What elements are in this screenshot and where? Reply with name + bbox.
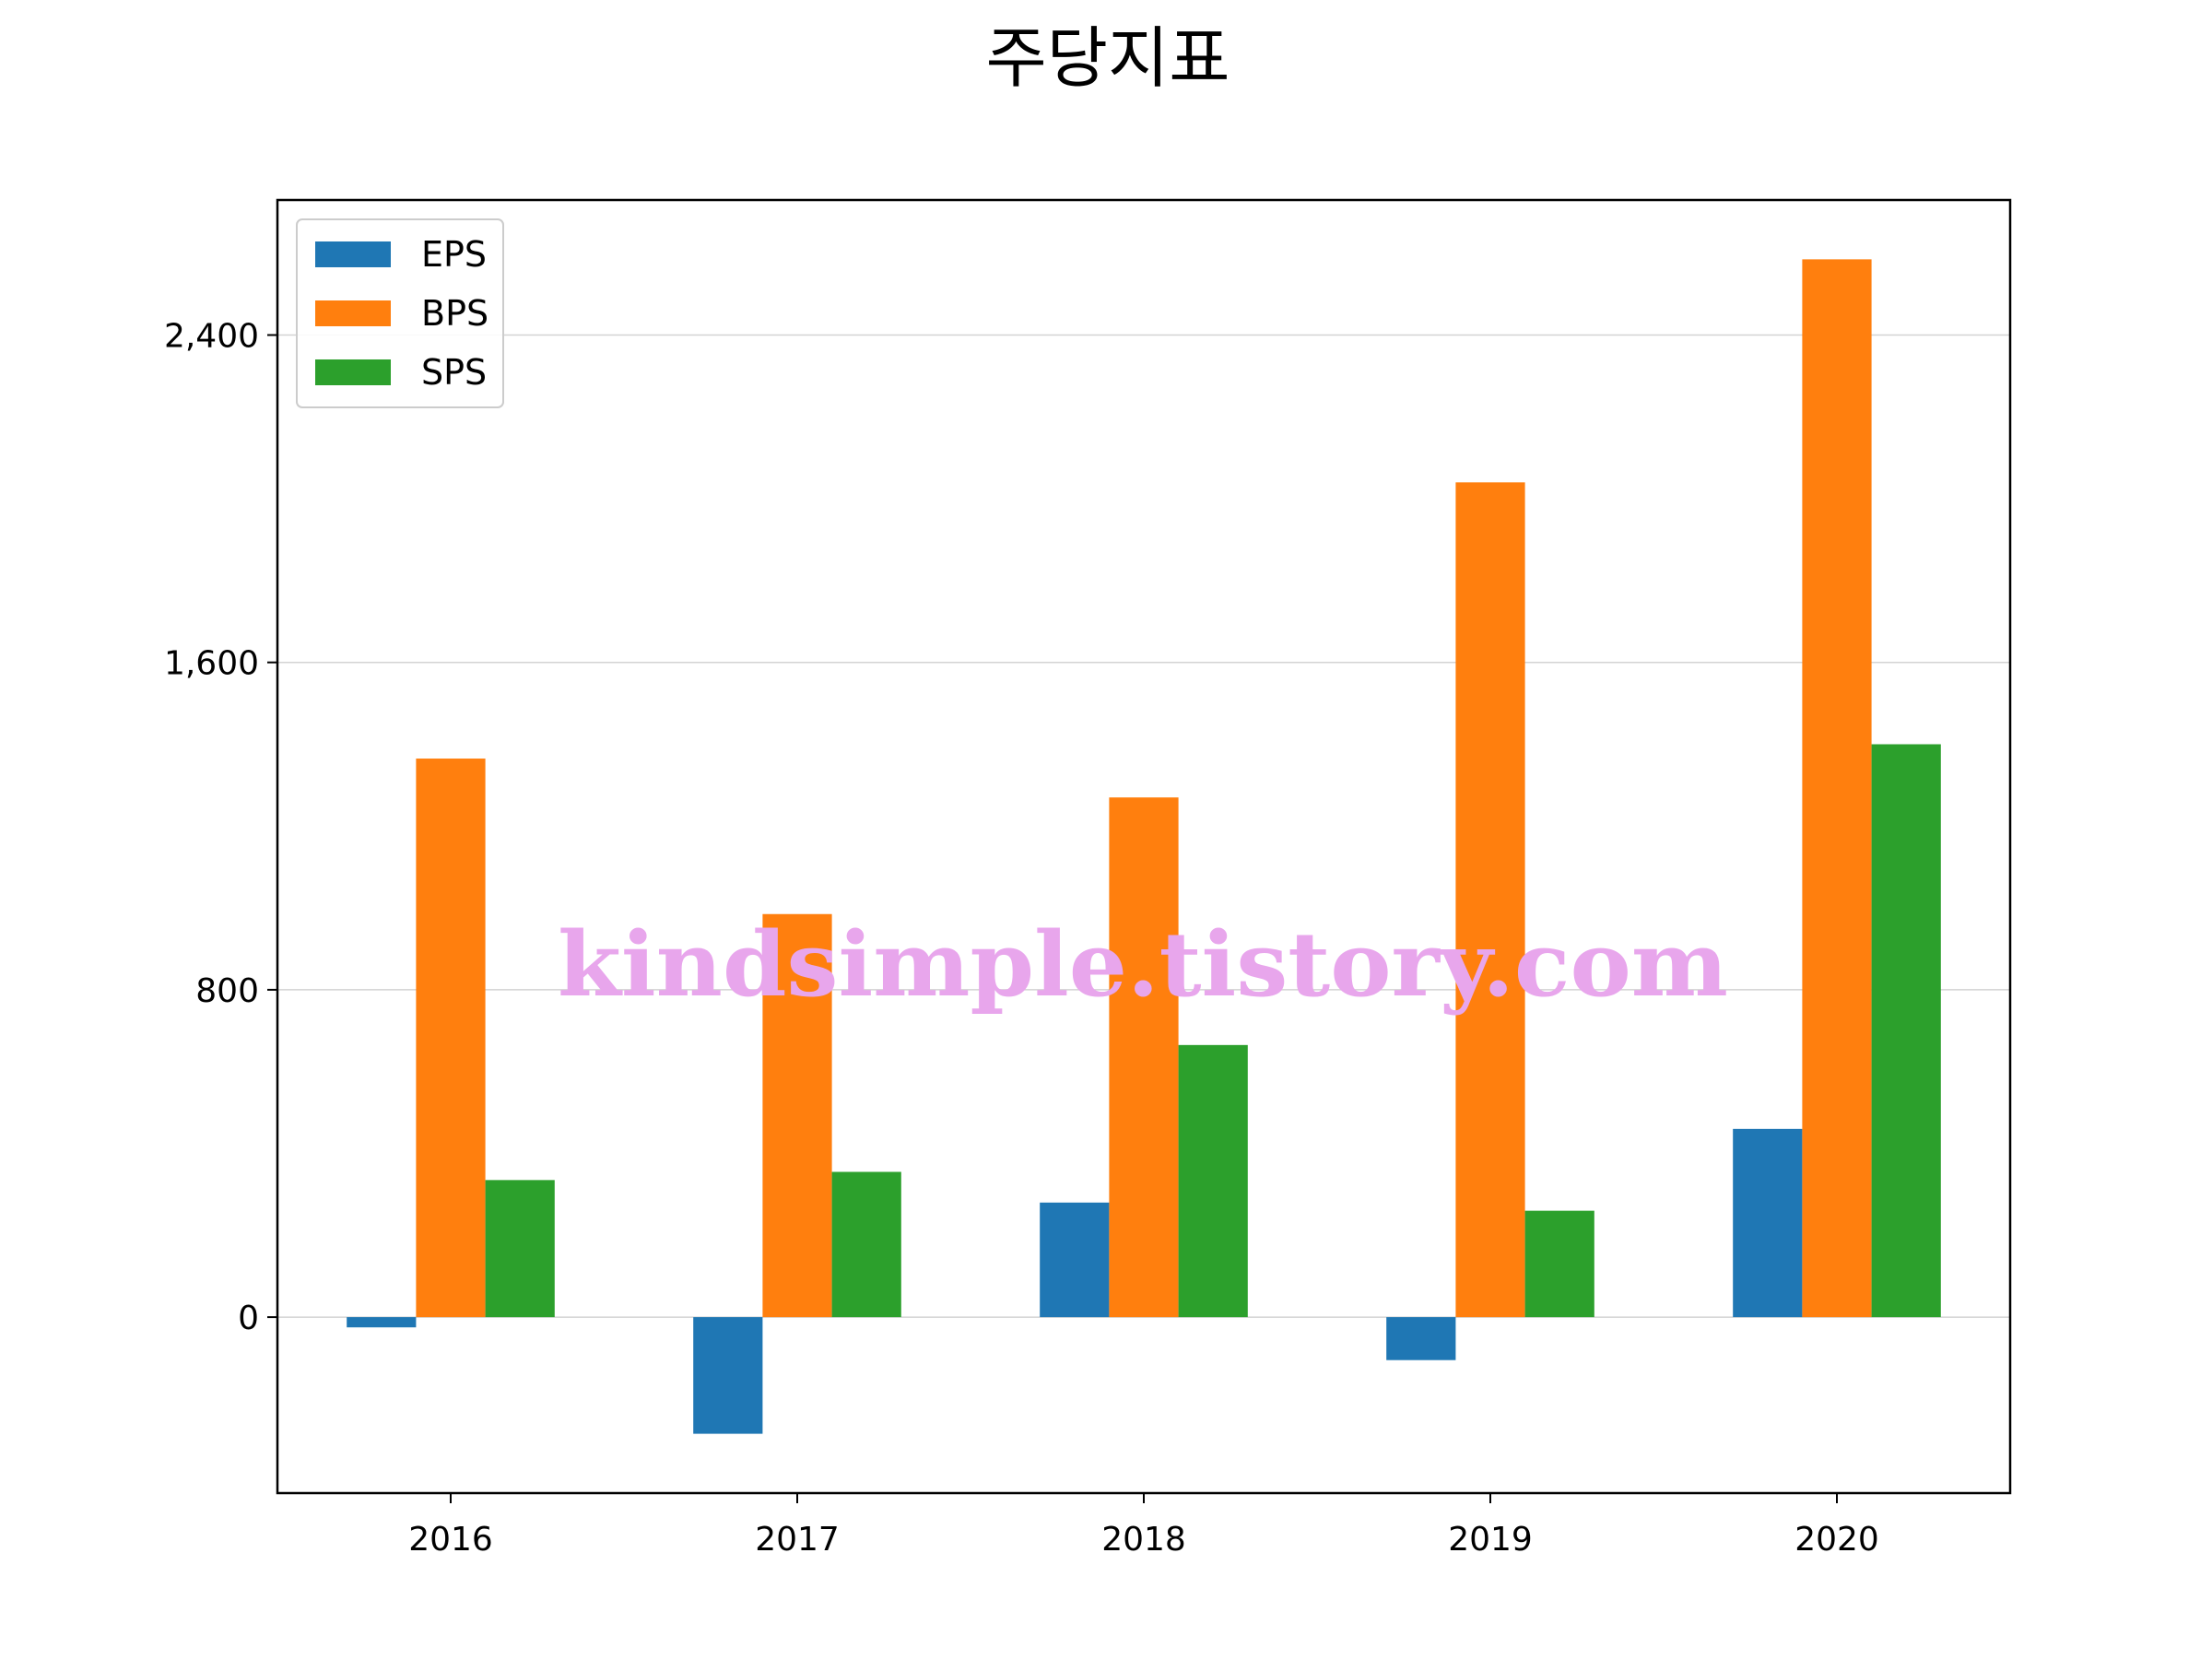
legend-label-sps: SPS bbox=[421, 352, 487, 393]
legend-label-eps: EPS bbox=[421, 234, 487, 275]
bar-eps-2018 bbox=[1040, 1202, 1110, 1318]
bar-sps-2020 bbox=[1871, 744, 1941, 1318]
x-tick-label: 2017 bbox=[755, 1521, 840, 1559]
legend-label-bps: BPS bbox=[421, 293, 488, 334]
y-tick-label: 2,400 bbox=[164, 318, 259, 356]
bar-eps-2017 bbox=[693, 1317, 763, 1434]
legend-swatch-eps bbox=[315, 241, 391, 267]
bar-bps-2017 bbox=[762, 913, 832, 1318]
bar-eps-2019 bbox=[1386, 1317, 1456, 1360]
y-axis: 0 800 1,600 2,400 bbox=[164, 318, 277, 1337]
x-tick-label: 2020 bbox=[1794, 1521, 1879, 1559]
y-tick-label: 1,600 bbox=[164, 645, 259, 683]
bars bbox=[347, 259, 1941, 1434]
legend-swatch-sps bbox=[315, 359, 391, 385]
bar-bps-2020 bbox=[1802, 259, 1872, 1318]
watermark: kindsimple.tistory.com bbox=[558, 912, 1728, 1017]
x-tick-label: 2016 bbox=[408, 1521, 493, 1559]
bar-sps-2018 bbox=[1178, 1044, 1248, 1318]
x-tick-label: 2018 bbox=[1101, 1521, 1186, 1559]
bar-sps-2017 bbox=[831, 1171, 901, 1318]
legend-swatch-bps bbox=[315, 300, 391, 326]
bar-sps-2019 bbox=[1524, 1210, 1594, 1318]
bar-bps-2018 bbox=[1109, 797, 1179, 1318]
bar-sps-2016 bbox=[485, 1180, 555, 1318]
y-tick-label: 0 bbox=[238, 1300, 259, 1337]
bar-bps-2016 bbox=[416, 759, 486, 1318]
chart-title: 주당지표 bbox=[986, 19, 1230, 97]
bar-eps-2020 bbox=[1733, 1128, 1803, 1318]
x-tick-label: 2019 bbox=[1448, 1521, 1533, 1559]
bar-bps-2019 bbox=[1455, 482, 1525, 1318]
legend: EPS BPS SPS bbox=[296, 218, 504, 408]
x-axis: 2016 2017 2018 2019 2020 bbox=[408, 1493, 1879, 1559]
y-tick-label: 800 bbox=[195, 972, 259, 1010]
bar-eps-2016 bbox=[347, 1317, 417, 1328]
